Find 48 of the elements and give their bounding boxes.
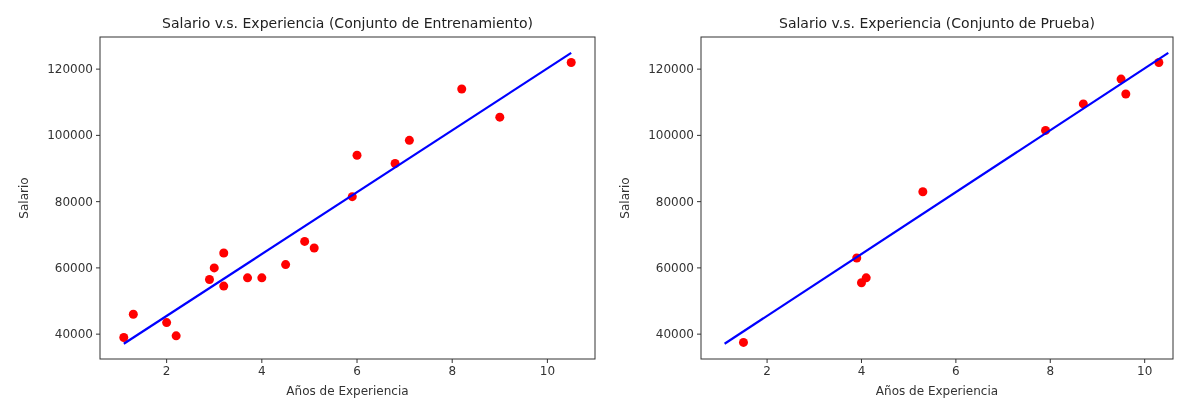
x-tick-label: 4 bbox=[258, 364, 266, 378]
point bbox=[566, 58, 576, 68]
x-tick-label: 8 bbox=[1046, 364, 1055, 378]
point bbox=[128, 309, 138, 319]
x-tick-label: 2 bbox=[162, 364, 171, 378]
y-tick-label: 60000 bbox=[655, 260, 694, 275]
x-tick-label: 10 bbox=[1137, 364, 1153, 378]
point bbox=[404, 135, 414, 145]
point bbox=[219, 248, 229, 258]
x-tick-label: 4 bbox=[857, 364, 866, 378]
point bbox=[119, 332, 129, 342]
point bbox=[281, 260, 291, 270]
point bbox=[352, 150, 362, 160]
point bbox=[209, 263, 219, 273]
point bbox=[204, 274, 214, 284]
x-tick-label: 6 bbox=[952, 364, 960, 378]
point bbox=[243, 273, 253, 283]
point bbox=[300, 236, 310, 246]
y-tick-label: 60000 bbox=[54, 260, 93, 275]
chart-title: Salario v.s. Experiencia (Conjunto de Prueba) bbox=[779, 15, 1095, 31]
point bbox=[738, 337, 748, 347]
point bbox=[171, 331, 181, 341]
point bbox=[457, 84, 467, 94]
y-tick-label: 120000 bbox=[47, 62, 93, 77]
x-tick-label: 10 bbox=[539, 364, 556, 378]
x-axis-title: Años de Experiencia bbox=[286, 384, 409, 398]
y-axis-title: Salario bbox=[17, 177, 31, 219]
x-tick-label: 2 bbox=[763, 364, 771, 378]
y-tick-label: 40000 bbox=[54, 327, 93, 342]
point bbox=[219, 281, 229, 291]
point bbox=[309, 243, 319, 253]
y-tick-label: 40000 bbox=[655, 327, 694, 342]
y-tick-label: 100000 bbox=[648, 128, 694, 143]
x-axis-title: Años de Experiencia bbox=[875, 384, 999, 398]
point bbox=[162, 318, 172, 328]
y-tick-label: 80000 bbox=[655, 194, 694, 209]
y-tick-label: 120000 bbox=[648, 62, 694, 77]
point bbox=[861, 273, 871, 283]
point bbox=[918, 187, 928, 197]
y-axis-title: Salario bbox=[618, 177, 632, 219]
x-tick-label: 8 bbox=[448, 364, 457, 378]
y-tick-label: 100000 bbox=[47, 128, 93, 143]
x-tick-label: 6 bbox=[353, 364, 361, 378]
point bbox=[257, 273, 267, 283]
point bbox=[495, 112, 505, 122]
point bbox=[1121, 89, 1131, 99]
y-tick-label: 80000 bbox=[54, 194, 93, 209]
chart-title: Salario v.s. Experiencia (Conjunto de Entrenamiento) bbox=[162, 15, 533, 31]
